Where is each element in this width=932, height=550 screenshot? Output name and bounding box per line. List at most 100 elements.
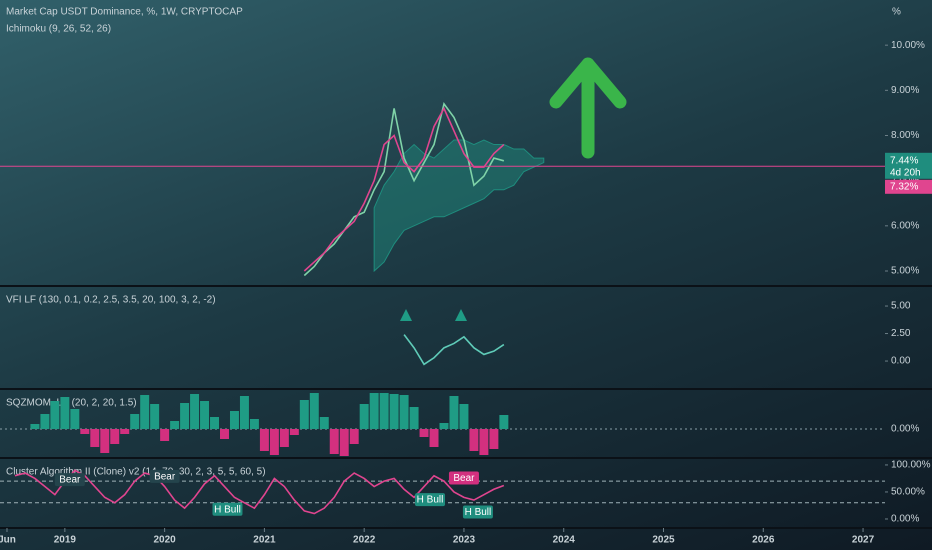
annotation-box [415, 493, 446, 507]
line-price-box [885, 179, 932, 194]
annotation-label: H Bull [214, 504, 241, 515]
pane-title: VFI LF (130, 0.1, 0.2, 2.5, 3.5, 20, 100… [6, 295, 216, 306]
line-price-label: 7.32% [890, 181, 918, 192]
histogram-bar [70, 409, 80, 429]
x-tick-label: 2027 [852, 535, 875, 546]
last-price-box [885, 152, 932, 179]
last-price-label: 7.44% [890, 155, 918, 166]
chart-subtitle: Ichimoku (9, 26, 52, 26) [6, 24, 111, 35]
x-tick-label: 2022 [353, 535, 376, 546]
x-tick-label: 2019 [54, 535, 77, 546]
y-tick-label: 8.00% [891, 130, 919, 141]
histogram-bar [229, 411, 239, 429]
histogram-bar [449, 396, 459, 429]
chart-title: Market Cap USDT Dominance, %, 1W, CRYPTO… [6, 7, 243, 18]
histogram-bar [379, 393, 389, 429]
histogram-bar [399, 395, 409, 429]
histogram-bar [469, 429, 479, 451]
y-tick-label: 5.00% [891, 266, 919, 277]
pane: VFI LF (130, 0.1, 0.2, 2.5, 3.5, 20, 100… [6, 295, 911, 367]
annotation-label: Bear [453, 473, 475, 484]
histogram-bar [170, 421, 180, 429]
histogram-bar [220, 429, 229, 439]
y-tick-label: 0.00% [891, 424, 919, 435]
countdown-label: 4d 20h [890, 167, 921, 178]
pane: 10.00%9.00%8.00%7.00%6.00%5.00%7.44%4d 2… [0, 40, 932, 277]
x-tick-label: 2026 [752, 535, 775, 546]
annotation-box [54, 473, 85, 487]
annotation-label: Bear [154, 471, 176, 482]
pane-title: SQZMOM_LB (20, 2, 20, 1.5) [6, 398, 137, 409]
histogram-bar [40, 414, 50, 429]
histogram-bar [299, 400, 309, 429]
annotation-box [462, 505, 493, 519]
ichimoku-cloud [373, 139, 545, 273]
histogram-bar [279, 429, 289, 447]
histogram-bar [369, 393, 379, 429]
histogram-bar [429, 429, 439, 447]
histogram-bar [50, 401, 60, 429]
separators [0, 285, 932, 529]
y-tick-label: 9.00% [891, 85, 919, 96]
annotation-label: H Bull [465, 507, 492, 518]
y-tick-label: 5.00 [891, 301, 911, 312]
histogram-bar [140, 395, 150, 429]
histogram-bar [349, 429, 359, 444]
series-line [303, 106, 505, 272]
y-tick-label: 10.00% [891, 40, 925, 51]
x-tick-label: 2025 [652, 535, 675, 546]
histogram-bar [160, 429, 170, 441]
histogram-bar [130, 414, 140, 429]
x-tick-label: 2020 [154, 535, 177, 546]
histogram-bar [200, 401, 210, 429]
y-tick-label: 0.00 [891, 356, 911, 367]
histogram-bar [180, 403, 190, 429]
histogram-bar [190, 394, 200, 429]
series-line [303, 102, 505, 277]
y-tick-label: 50.00% [891, 487, 925, 498]
histogram-bar [439, 423, 449, 429]
y-tick-label: 2.50 [891, 328, 911, 339]
histogram-bar [269, 429, 279, 455]
pane: SQZMOM_LB (20, 2, 20, 1.5) 0.00% [0, 393, 919, 456]
histogram-bar [110, 429, 120, 444]
histogram-bar [80, 429, 90, 434]
histogram-bar [329, 429, 339, 454]
pane: Cluster Algorithm II (Clone) v2 (14, 70,… [0, 460, 931, 525]
histogram-bar [319, 417, 329, 429]
x-tick-label: 2021 [253, 535, 276, 546]
histogram-bar [30, 424, 40, 429]
x-tick-label: 2024 [553, 535, 576, 546]
histogram-bar [339, 429, 349, 456]
histogram-bar [100, 429, 110, 453]
annotation-label: Bear [59, 475, 81, 486]
histogram-bar [389, 394, 399, 429]
annotation-box [212, 502, 243, 516]
y-tick-label: 0.00% [891, 514, 919, 525]
signal-triangles [400, 309, 467, 321]
histogram-bar [120, 429, 130, 434]
histogram-bar [259, 429, 269, 451]
histogram-bar [499, 415, 509, 429]
series-line [403, 334, 505, 366]
y-tick-label: 6.00% [891, 220, 919, 231]
x-tick-label: 2023 [453, 535, 476, 546]
histogram-bar [309, 393, 319, 429]
histogram-bar [289, 429, 299, 435]
histogram-bar [90, 429, 100, 447]
histogram-bar [489, 429, 499, 449]
histogram-bar [150, 404, 160, 429]
histogram-bar [359, 404, 369, 429]
histogram-bar [210, 417, 220, 429]
y-tick-label: 100.00% [891, 460, 931, 471]
histogram-bar [60, 397, 70, 429]
histogram-bar [459, 404, 469, 429]
unit-label: % [892, 7, 901, 18]
histogram-bar [409, 407, 419, 429]
histogram-bar [479, 429, 489, 455]
histogram-bar [249, 419, 259, 429]
series-line [14, 469, 505, 515]
histogram-bar [419, 429, 429, 437]
annotation-box [149, 469, 180, 483]
histogram-bar [239, 396, 249, 429]
